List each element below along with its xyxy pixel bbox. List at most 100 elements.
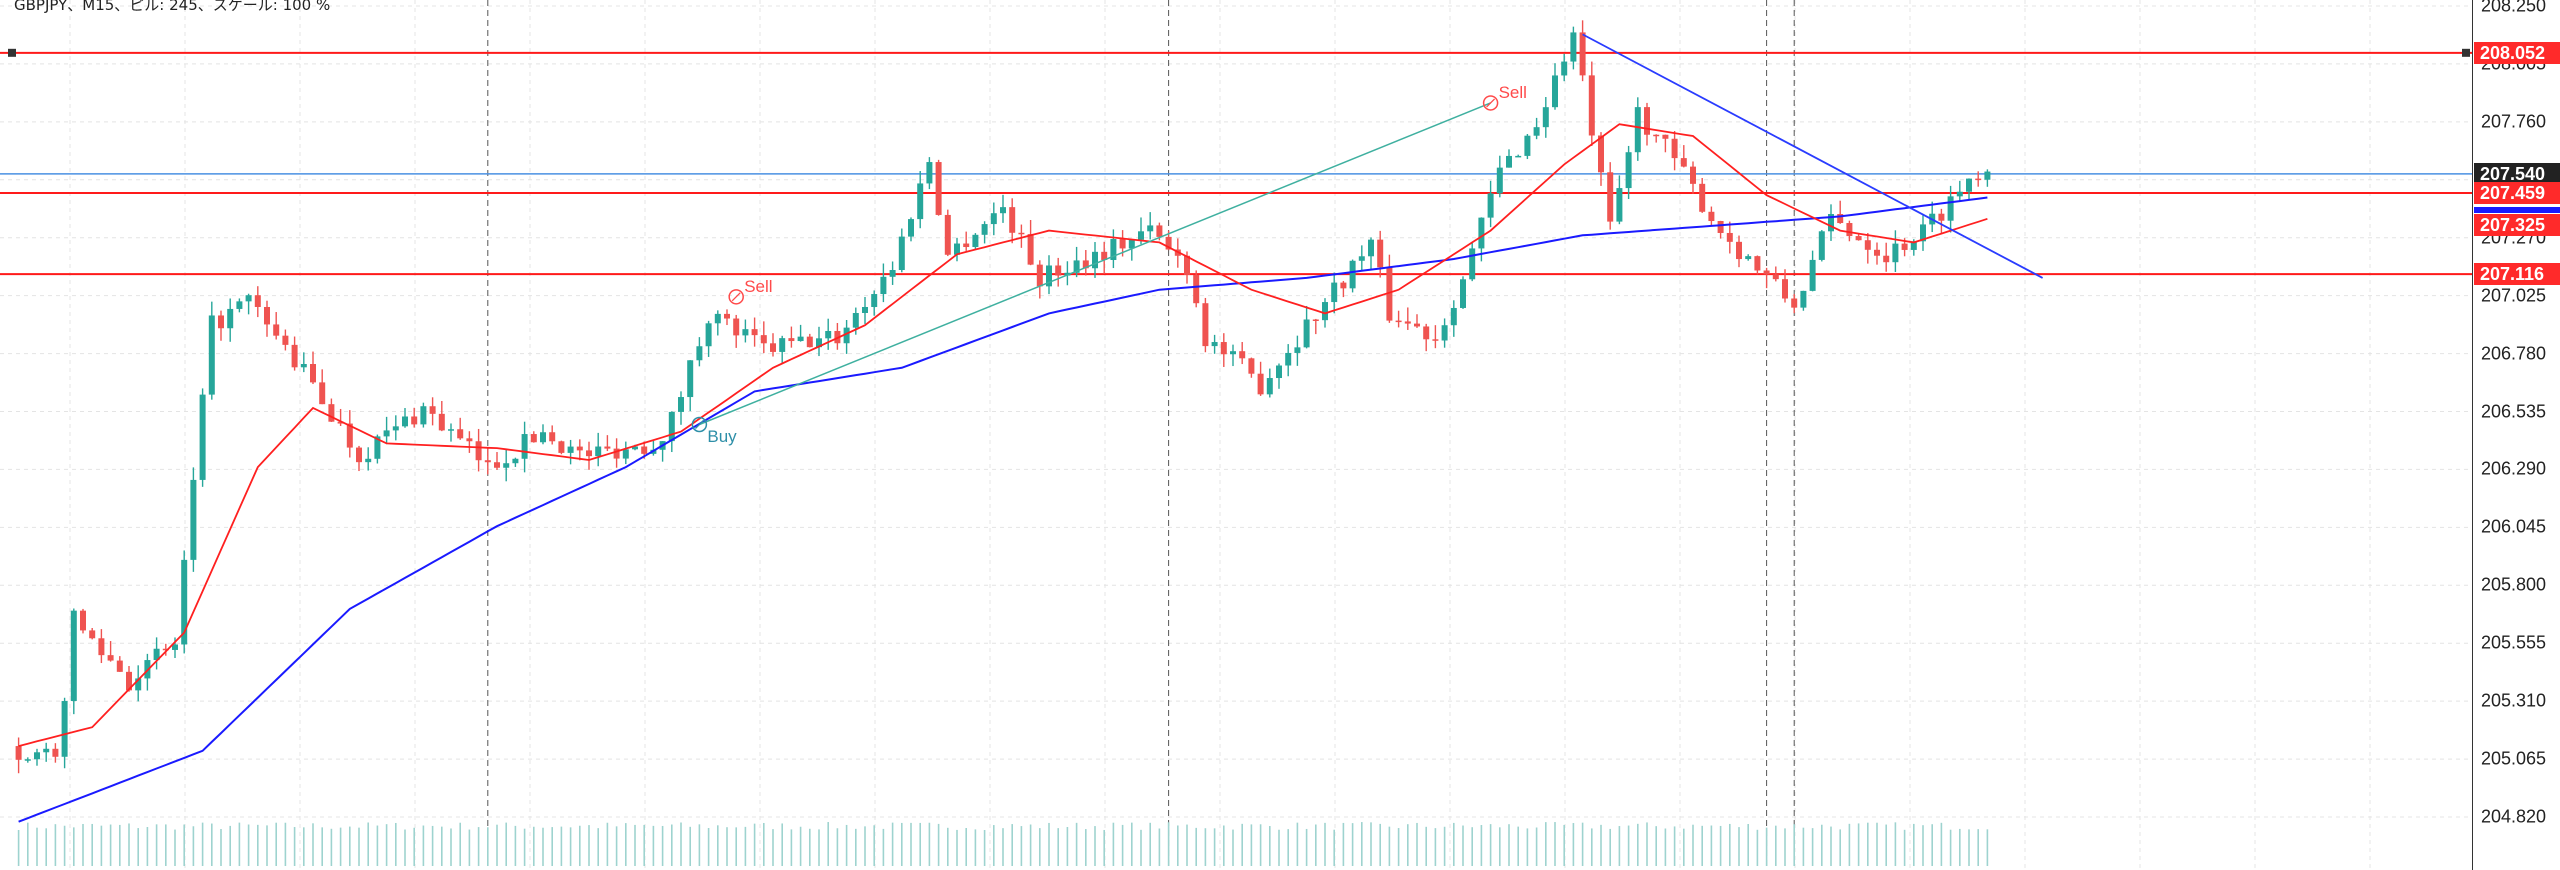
bear-candle	[466, 438, 473, 442]
bull-candle	[972, 234, 979, 248]
bear-candle	[1101, 251, 1108, 260]
bull-candle	[512, 458, 519, 464]
bear-candle	[530, 434, 537, 443]
bear-candle	[788, 338, 795, 342]
bull-candle	[779, 338, 786, 352]
bear-candle	[346, 423, 353, 448]
bull-candle	[521, 434, 528, 459]
bear-candle	[963, 243, 970, 248]
bull-candle	[1966, 178, 1972, 192]
bear-candle	[356, 447, 362, 463]
bull-candle	[871, 294, 878, 307]
bull-candle	[1322, 302, 1328, 321]
bull-candle	[1818, 231, 1825, 260]
bear-candle	[1202, 303, 1209, 347]
bear-candle	[162, 648, 169, 651]
bull-candle	[1809, 259, 1816, 291]
bull-candle	[1533, 127, 1540, 136]
price-scale[interactable]: 208.250208.005207.760207.515207.270207.0…	[2472, 0, 2560, 870]
bear-candle	[1193, 274, 1200, 304]
chart-title: GBPJPY、M15、ピル: 245、スケール: 100 %	[14, 0, 331, 14]
bull-candle	[816, 338, 822, 348]
bull-candle	[1147, 225, 1154, 232]
bull-candle	[1368, 239, 1374, 257]
bull-candle	[1487, 193, 1494, 218]
bear-candle	[1708, 211, 1715, 222]
sell-signal-label: Sell	[1498, 82, 1527, 102]
bull-candle	[1552, 75, 1558, 108]
bear-candle	[604, 446, 611, 449]
bull-candle	[1303, 319, 1310, 348]
bull-candle	[1441, 325, 1448, 341]
bull-candle	[1460, 279, 1466, 308]
price-tag: 207.540	[2474, 162, 2560, 185]
bear-candle	[1864, 240, 1871, 250]
bull-candle	[1910, 241, 1917, 250]
moving-averages	[18, 123, 1988, 823]
bull-candle	[862, 306, 868, 314]
bear-candle	[935, 162, 942, 215]
bear-candle	[1772, 274, 1779, 280]
bull-candle	[1800, 290, 1807, 308]
bull-candle	[1294, 347, 1301, 353]
price-tag: 207.116	[2474, 263, 2560, 286]
bear-candle	[549, 432, 556, 442]
chart-grid	[0, 0, 2472, 870]
bear-candle	[1165, 236, 1172, 250]
bear-candle	[576, 446, 583, 451]
bull-candle	[1570, 32, 1577, 62]
bear-candle	[751, 329, 758, 336]
bear-candle	[218, 315, 224, 329]
bear-candle	[98, 638, 105, 656]
bull-candle	[990, 213, 997, 225]
bull-candle	[43, 748, 50, 753]
bull-candle	[668, 411, 675, 442]
period-separators	[487, 0, 1795, 870]
bear-candle	[328, 404, 335, 422]
bull-candle	[24, 759, 31, 761]
sell-signal-marker	[728, 289, 744, 305]
bull-candle	[1524, 135, 1531, 156]
bull-candle	[153, 648, 160, 661]
bear-candle	[1156, 225, 1163, 237]
price-tick-label: 208.250	[2481, 0, 2547, 16]
bear-candle	[558, 441, 565, 453]
bull-candle	[954, 243, 960, 255]
bull-candle	[1496, 167, 1503, 194]
bear-candle	[282, 335, 289, 345]
bear-candle	[1607, 172, 1614, 222]
bear-candle	[1009, 207, 1016, 233]
bull-candle	[742, 329, 749, 336]
bear-candle	[1239, 351, 1246, 359]
bull-candle	[1331, 282, 1338, 303]
bear-candle	[1699, 183, 1706, 212]
bear-candle	[475, 441, 482, 461]
bull-candle	[632, 446, 638, 450]
bull-candle	[70, 610, 77, 702]
price-tag: 207.325	[2474, 213, 2560, 236]
drawing-tools[interactable]	[691, 33, 2044, 433]
bear-candle	[760, 335, 767, 344]
bull-candle	[678, 397, 684, 412]
bull-candle	[540, 432, 546, 443]
bear-candle	[457, 429, 464, 439]
bear-candle	[1598, 135, 1604, 173]
bear-candle	[1432, 339, 1439, 341]
bull-candle	[825, 330, 832, 339]
bear-candle	[1404, 321, 1411, 324]
bear-candle	[438, 413, 445, 431]
price-chart[interactable]	[0, 0, 2472, 870]
horizontal-levels[interactable]	[0, 48, 2472, 276]
bear-candle	[1855, 236, 1862, 241]
bear-candle	[586, 450, 592, 457]
bear-candle	[484, 460, 491, 463]
bear-candle	[107, 655, 114, 661]
bull-candle	[172, 644, 178, 650]
bear-candle	[1414, 323, 1420, 327]
price-tag: 208.052	[2474, 41, 2560, 64]
bull-candle	[843, 327, 850, 344]
bear-candle	[1791, 298, 1798, 308]
bear-candle	[116, 660, 123, 672]
bear-candle	[254, 295, 261, 307]
